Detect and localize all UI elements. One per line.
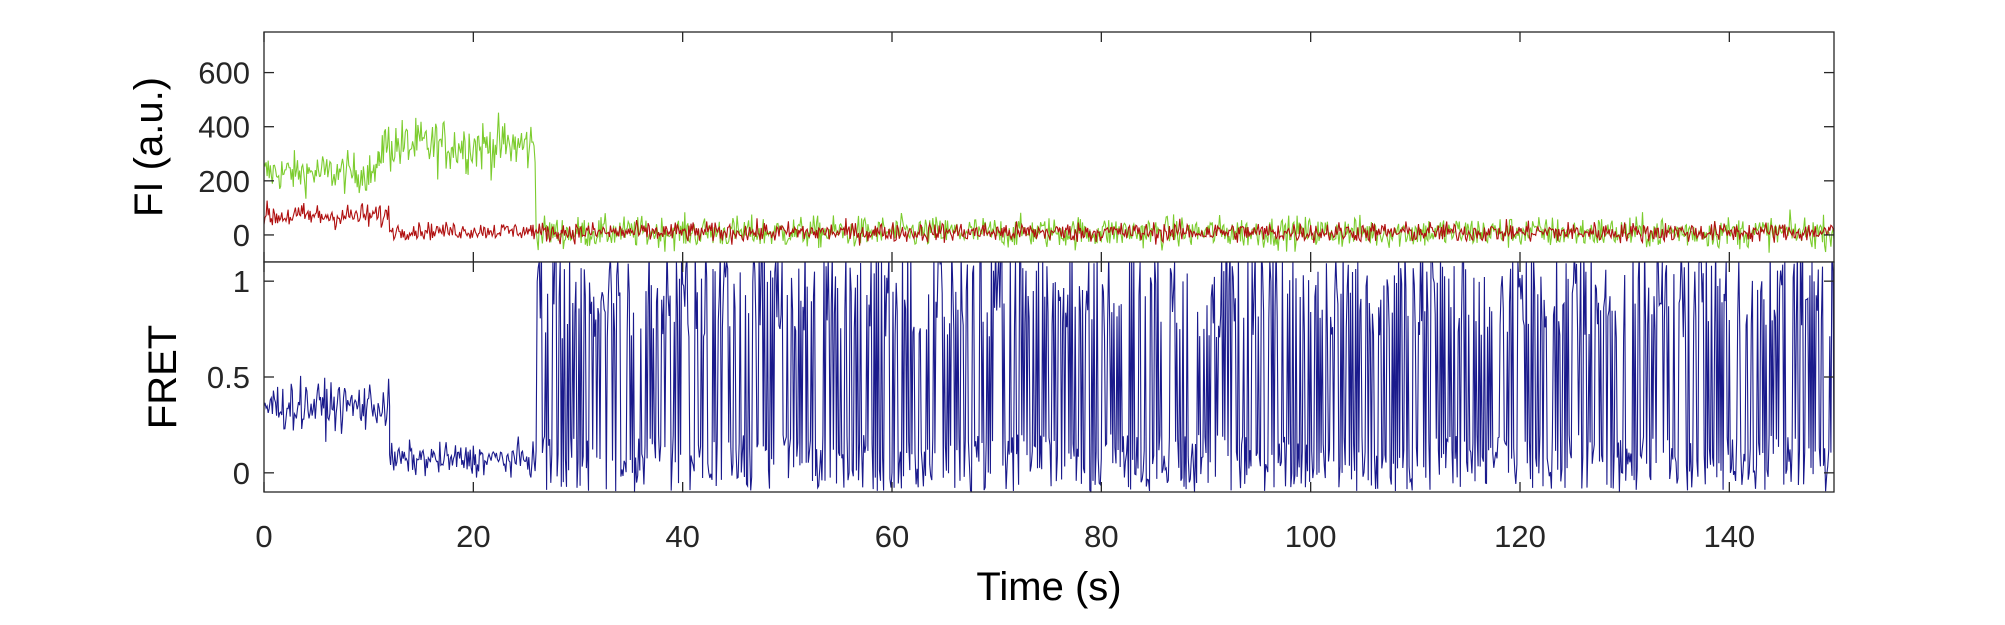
- y-tick-label: 0: [233, 218, 250, 253]
- x-tick-label: 120: [1494, 519, 1546, 554]
- fret-panel: 00.51 0 20 40 60 80 100 120 140 FRET Time (s): [141, 261, 1835, 609]
- y-tick-label: 400: [198, 110, 250, 145]
- time-x-ticks: 0 20 40 60 80 100 120 140: [255, 262, 1755, 554]
- series-line-fret-efficiency: [264, 262, 1834, 492]
- y-tick-label: 0.5: [207, 360, 250, 395]
- fluorescence-series: [264, 112, 1834, 253]
- x-tick-label: 140: [1703, 519, 1755, 554]
- x-tick-label: 60: [875, 519, 909, 554]
- x-tick-label: 100: [1285, 519, 1337, 554]
- y-tick-label: 0: [233, 456, 250, 491]
- fluorescence-y-ticks: 0 200 400 600: [198, 32, 1834, 262]
- fret-y-ticks: 00.51: [207, 264, 1834, 491]
- y-tick-label: 200: [198, 164, 250, 199]
- y-tick-label: 1: [233, 264, 250, 299]
- y-tick-label: 600: [198, 56, 250, 91]
- time-x-axis-label: Time (s): [976, 565, 1121, 609]
- x-tick-label: 0: [255, 519, 272, 554]
- x-tick-label: 80: [1084, 519, 1118, 554]
- fret-series: [264, 262, 1834, 492]
- series-line-acceptor: [264, 200, 1834, 246]
- fluorescence-y-axis-label: FI (a.u.): [127, 77, 171, 217]
- x-tick-label: 40: [665, 519, 699, 554]
- x-tick-label: 20: [456, 519, 490, 554]
- fluorescence-panel: 0 200 400 600 FI (a.u.): [127, 31, 1835, 263]
- fret-y-axis-label: FRET: [141, 325, 185, 429]
- series-line-donor: [264, 112, 1834, 253]
